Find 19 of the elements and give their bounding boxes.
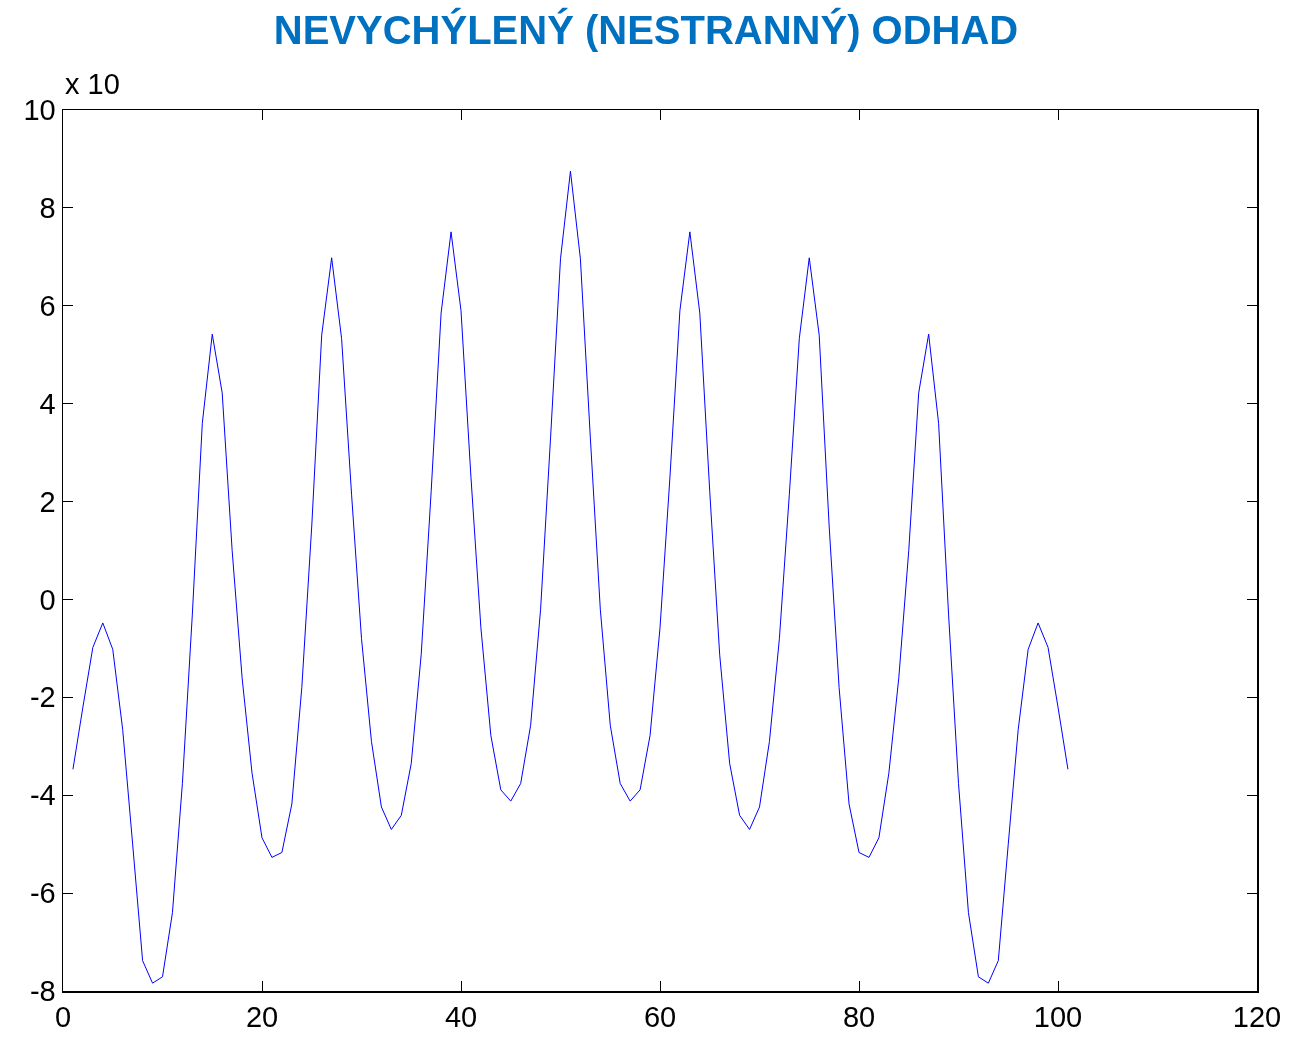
x-tick-label: 20 <box>245 1001 279 1034</box>
chart-title: NEVYCHÝLENÝ (NESTRANNÝ) ODHAD <box>273 6 1019 52</box>
x-tick-label: 120 <box>1232 1001 1282 1034</box>
x-tick-label: 100 <box>1033 1001 1083 1034</box>
y-tick-label: 6 <box>39 289 56 322</box>
line-series <box>72 170 1069 984</box>
y-tick-label: 10 <box>23 94 56 127</box>
x-tick-label: 80 <box>842 1001 876 1034</box>
y-tick-label: -6 <box>29 877 56 910</box>
y-tick-label: 2 <box>39 485 56 518</box>
text: x 10 <box>65 68 120 100</box>
y-tick-label: -2 <box>29 681 56 714</box>
x-tick-label: 60 <box>643 1001 677 1034</box>
y-tick-label: 8 <box>39 192 56 225</box>
y-tick-label: 0 <box>39 583 56 616</box>
y-tick-label: -8 <box>29 975 56 1008</box>
y-tick-label: 4 <box>39 387 56 420</box>
x-tick-label: 40 <box>444 1001 478 1034</box>
y-tick-label: -4 <box>29 779 56 812</box>
